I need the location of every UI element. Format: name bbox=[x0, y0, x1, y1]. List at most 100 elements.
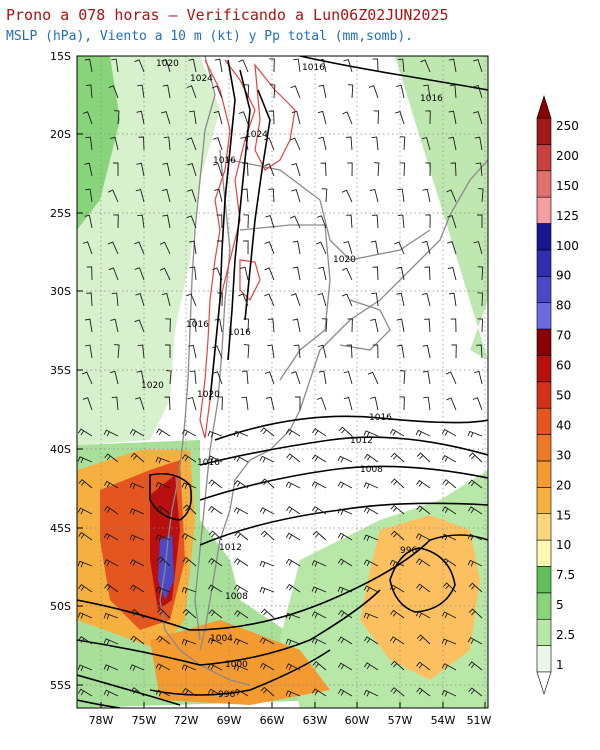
isobar-label: 1016 bbox=[369, 413, 392, 423]
colorbar-swatch bbox=[536, 144, 552, 172]
wind-barb bbox=[84, 318, 93, 333]
wind-barb bbox=[164, 396, 171, 411]
isobar-label: 1008 bbox=[360, 465, 383, 475]
isobar-south-loop bbox=[77, 699, 121, 708]
colorbar-label: 90 bbox=[556, 269, 571, 283]
wind-barb bbox=[467, 559, 483, 567]
wind-barb bbox=[233, 507, 249, 515]
wind-barb bbox=[233, 584, 249, 593]
wind-barb bbox=[290, 293, 301, 307]
wind-barb bbox=[186, 85, 197, 99]
wind-barb bbox=[316, 397, 327, 411]
wind-barb bbox=[321, 188, 328, 203]
isobar-andes-3 bbox=[244, 89, 271, 321]
colorbar-label: 100 bbox=[556, 239, 579, 253]
wind-barb bbox=[394, 241, 405, 255]
wind-barb bbox=[396, 292, 405, 307]
lat-label: 55S bbox=[50, 679, 71, 692]
wind-barb bbox=[291, 189, 301, 203]
wind-barb bbox=[155, 586, 171, 594]
wind-barb bbox=[129, 482, 145, 490]
wind-barb bbox=[312, 428, 327, 437]
wind-barb bbox=[260, 686, 275, 697]
wind-barb bbox=[285, 612, 301, 620]
wind-barb bbox=[363, 612, 379, 620]
wind-barb bbox=[259, 560, 275, 568]
wind-barb bbox=[286, 506, 301, 515]
wind-barb bbox=[416, 583, 431, 593]
wind-barb bbox=[159, 241, 171, 255]
wind-barb bbox=[343, 58, 353, 73]
pacific-coast bbox=[159, 56, 251, 686]
wind-barb bbox=[312, 506, 327, 515]
wind-barb bbox=[260, 530, 275, 541]
wind-barb bbox=[425, 214, 431, 229]
wind-barb bbox=[395, 111, 405, 125]
wind-barb bbox=[162, 84, 171, 99]
wind-barb bbox=[130, 452, 145, 463]
wind-barb bbox=[448, 136, 457, 151]
wind-barb bbox=[129, 428, 145, 437]
precip-light-band-north bbox=[77, 56, 220, 445]
wind-barb bbox=[264, 163, 275, 177]
wind-barb bbox=[477, 292, 483, 307]
wind-barb bbox=[318, 58, 327, 73]
wind-barb bbox=[113, 162, 119, 176]
wind-barb bbox=[447, 215, 457, 229]
wind-barb bbox=[130, 635, 145, 645]
wind-barb bbox=[114, 344, 120, 359]
wind-barb bbox=[234, 531, 249, 541]
wind-barb bbox=[421, 136, 431, 151]
wind-barb bbox=[188, 344, 197, 359]
wind-barb bbox=[108, 267, 119, 281]
wind-barb bbox=[85, 344, 93, 359]
isobar-1000 bbox=[77, 589, 381, 666]
wind-barb bbox=[363, 430, 379, 437]
isobar-label: 996 bbox=[218, 690, 235, 700]
border-argentina-north bbox=[239, 224, 331, 381]
wind-barb bbox=[233, 638, 249, 645]
wind-barb bbox=[163, 136, 171, 151]
wind-barb bbox=[318, 370, 327, 385]
wind-barb bbox=[214, 58, 223, 73]
wind-barb bbox=[311, 586, 327, 594]
wind-barb bbox=[468, 582, 483, 593]
wind-barb bbox=[243, 84, 250, 99]
wind-barb bbox=[390, 687, 405, 697]
wind-barb bbox=[129, 584, 145, 593]
isobar-label: 996 bbox=[400, 546, 417, 556]
wind-barb bbox=[238, 111, 249, 125]
colorbar-label: 15 bbox=[556, 508, 571, 522]
wind-barb bbox=[318, 136, 327, 151]
wind-barb bbox=[369, 188, 379, 203]
wind-barb bbox=[233, 430, 249, 438]
wind-barb bbox=[473, 59, 483, 73]
wind-barb bbox=[311, 481, 327, 489]
wind-barb bbox=[156, 505, 171, 515]
wind-barb bbox=[467, 430, 483, 438]
wind-barb bbox=[423, 396, 431, 411]
wind-barb bbox=[84, 214, 93, 229]
wind-barb bbox=[234, 479, 249, 489]
lon-label: 51W bbox=[467, 714, 492, 727]
wind-barb bbox=[77, 664, 93, 672]
wind-barb bbox=[159, 267, 171, 281]
wind-barb bbox=[243, 214, 249, 229]
wind-barb bbox=[292, 266, 301, 281]
wind-barb bbox=[267, 318, 275, 333]
wind-barb bbox=[416, 687, 431, 697]
wind-barb bbox=[397, 58, 405, 73]
wind-barb bbox=[390, 530, 405, 541]
wind-barb bbox=[472, 397, 483, 411]
wind-barb bbox=[421, 292, 431, 307]
wind-barb bbox=[289, 215, 301, 229]
lat-label: 45S bbox=[50, 522, 71, 535]
wind-barb bbox=[363, 506, 379, 515]
wind-barb bbox=[415, 429, 431, 437]
wind-barb bbox=[311, 611, 327, 619]
isobar-label: 1020 bbox=[197, 390, 220, 400]
wind-barb bbox=[107, 241, 119, 255]
wind-barb bbox=[217, 292, 223, 307]
wind-barb bbox=[368, 85, 379, 99]
wind-barb bbox=[399, 136, 406, 151]
